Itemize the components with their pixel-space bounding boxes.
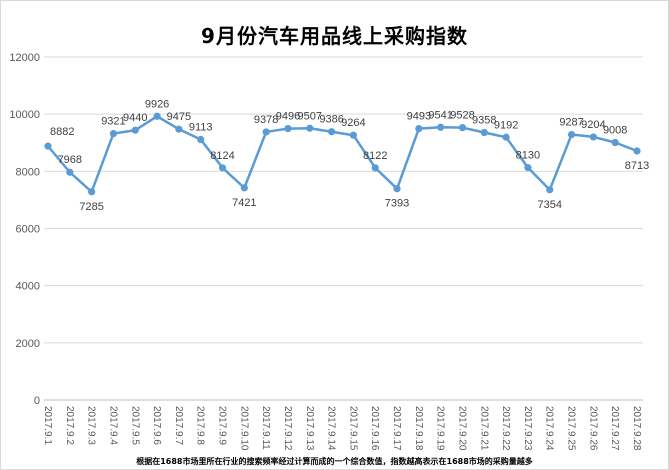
- data-label: 7968: [58, 154, 82, 166]
- data-point: [589, 133, 597, 141]
- x-tick-label: 2017.9.14: [326, 406, 337, 451]
- y-tick-label: 12000: [9, 52, 40, 64]
- data-point: [153, 112, 161, 120]
- x-tick-label: 2017.9.22: [500, 406, 511, 451]
- data-point: [524, 164, 532, 172]
- data-label: 7285: [79, 201, 103, 213]
- data-point: [567, 130, 576, 139]
- data-point: [131, 126, 139, 134]
- x-tick-label: 2017.9.24: [544, 406, 555, 451]
- x-tick-label: 2017.9.10: [238, 406, 249, 451]
- y-tick-label: 8000: [16, 166, 40, 178]
- data-label: 9507: [298, 110, 322, 122]
- y-tick-label: 2000: [16, 338, 40, 350]
- data-label: 7393: [385, 198, 409, 210]
- y-tick-label: 4000: [16, 281, 40, 293]
- x-tick-label: 2017.9.13: [304, 406, 315, 451]
- chart-title: 9月份汽车用品线上采购指数: [201, 24, 468, 48]
- x-tick-label: 2017.9.27: [609, 406, 620, 451]
- x-tick-label: 2017.9.17: [391, 406, 402, 451]
- data-label: 9192: [494, 119, 518, 131]
- data-label: 9493: [407, 111, 431, 123]
- data-label: 9264: [341, 117, 365, 129]
- x-tick-label: 2017.9.12: [282, 406, 293, 451]
- data-label: 9440: [123, 112, 147, 124]
- data-point: [415, 125, 423, 133]
- data-label: 9475: [167, 111, 191, 123]
- footnote: 根据在1688市场里所在行业的搜索频率经过计算而成的一个综合数值，指数越高表示在…: [136, 457, 533, 466]
- data-point: [109, 129, 118, 138]
- data-point: [306, 124, 314, 132]
- x-tick-label: 2017.9.2: [64, 406, 75, 445]
- data-point: [327, 128, 336, 136]
- data-point: [240, 184, 248, 192]
- x-tick-label: 2017.9.20: [456, 406, 467, 451]
- data-point: [262, 128, 270, 136]
- data-label: 8882: [50, 126, 74, 138]
- x-tick-label: 2017.9.25: [566, 406, 577, 451]
- y-tick-label: 0: [34, 395, 40, 407]
- data-point: [546, 186, 554, 194]
- data-point: [88, 188, 96, 196]
- data-label: 9926: [145, 98, 169, 110]
- x-tick-label: 2017.9.9: [217, 406, 228, 445]
- data-label: 9321: [101, 116, 125, 128]
- x-tick-label: 2017.9.5: [129, 406, 140, 445]
- data-point: [502, 133, 510, 141]
- data-label: 9496: [276, 111, 300, 123]
- x-tick-label: 2017.9.7: [173, 406, 184, 445]
- data-point: [458, 124, 467, 132]
- x-tick-label: 2017.9.21: [478, 406, 489, 451]
- data-point: [437, 123, 445, 131]
- x-tick-label: 2017.9.18: [413, 406, 424, 451]
- x-tick-label: 2017.9.19: [435, 406, 446, 451]
- x-tick-label: 2017.9.23: [522, 406, 533, 451]
- x-tick-label: 2017.9.8: [195, 406, 206, 445]
- data-point: [633, 147, 641, 155]
- data-point: [66, 168, 74, 176]
- data-label: 9113: [189, 122, 213, 134]
- data-label: 8713: [625, 160, 649, 172]
- data-label: 9358: [472, 115, 496, 127]
- data-label: 9204: [581, 119, 605, 131]
- x-tick-label: 2017.9.4: [107, 406, 118, 445]
- data-point: [393, 185, 401, 193]
- data-label: 9541: [428, 109, 452, 121]
- x-tick-label: 2017.9.6: [151, 406, 162, 445]
- data-point: [371, 164, 379, 172]
- data-point: [480, 128, 488, 137]
- x-tick-label: 2017.9.3: [86, 406, 97, 445]
- data-label: 8122: [363, 150, 387, 162]
- data-point: [284, 124, 292, 133]
- data-label: 8130: [516, 150, 540, 162]
- y-tick-label: 10000: [9, 109, 40, 121]
- x-tick-label: 2017.9.15: [347, 406, 358, 451]
- series-line: [47, 115, 638, 194]
- data-point: [175, 125, 183, 133]
- data-label: 7421: [232, 197, 256, 209]
- data-point: [197, 135, 205, 144]
- y-tick-label: 6000: [16, 224, 40, 236]
- data-point: [349, 131, 358, 139]
- x-tick-label: 2017.9.16: [369, 406, 380, 451]
- data-label: 7354: [537, 199, 561, 211]
- x-tick-label: 2017.9.26: [587, 406, 598, 451]
- x-tick-label: 2017.9.1: [42, 406, 53, 445]
- data-label: 9008: [603, 125, 627, 137]
- data-label: 8124: [210, 150, 234, 162]
- x-tick-label: 2017.9.28: [631, 406, 642, 451]
- data-point: [218, 164, 227, 172]
- data-point: [611, 138, 619, 147]
- data-label: 9287: [559, 117, 583, 129]
- data-point: [44, 142, 52, 150]
- data-label: 9378: [254, 114, 278, 126]
- data-label: 9528: [450, 110, 474, 122]
- x-tick-label: 2017.9.11: [260, 406, 271, 450]
- data-label: 9386: [319, 114, 343, 126]
